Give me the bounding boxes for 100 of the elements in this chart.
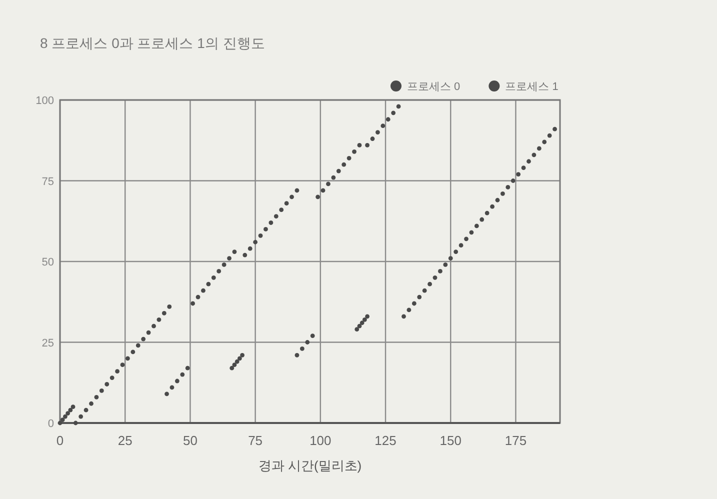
- point: [170, 385, 174, 390]
- point: [320, 188, 326, 193]
- point: [279, 208, 284, 212]
- point: [458, 243, 464, 248]
- point: [84, 408, 88, 412]
- point: [253, 240, 258, 244]
- point: [396, 104, 401, 109]
- point: [336, 168, 341, 174]
- point: [70, 404, 76, 410]
- point: [331, 175, 336, 180]
- x-tick-label: 25: [118, 433, 132, 448]
- point: [376, 130, 380, 134]
- y-tick-label: 50: [42, 256, 54, 268]
- point: [60, 418, 65, 422]
- point: [294, 352, 300, 358]
- point: [352, 149, 356, 154]
- point: [300, 346, 304, 351]
- point: [290, 194, 294, 200]
- x-axis-title: 경과 시간(밀리초): [258, 458, 362, 473]
- point: [190, 301, 196, 306]
- point: [99, 388, 104, 393]
- point: [370, 136, 375, 141]
- point: [115, 369, 120, 374]
- point: [510, 178, 516, 183]
- point: [386, 117, 390, 122]
- x-tick-label: 0: [56, 433, 64, 448]
- point: [120, 362, 125, 368]
- point: [201, 288, 206, 293]
- point: [240, 352, 244, 358]
- point: [428, 282, 432, 286]
- point: [495, 198, 500, 202]
- point: [78, 414, 84, 419]
- point: [130, 350, 136, 354]
- point: [196, 294, 200, 300]
- point: [156, 317, 162, 322]
- x-tick-label: 100: [310, 433, 332, 448]
- point: [162, 310, 166, 316]
- legend-label: 프로세스 0: [407, 81, 460, 93]
- point: [438, 268, 442, 274]
- point: [146, 330, 151, 335]
- point: [110, 376, 114, 380]
- point: [185, 366, 190, 370]
- point: [365, 143, 370, 148]
- point: [141, 336, 146, 342]
- point: [357, 143, 362, 148]
- point: [432, 275, 438, 280]
- point: [63, 414, 68, 419]
- y-tick-label: 100: [36, 95, 54, 107]
- point: [532, 152, 536, 158]
- x-tick-label: 50: [182, 433, 198, 448]
- point: [490, 204, 494, 209]
- y-tick-label: 0: [48, 418, 54, 430]
- point: [237, 356, 242, 361]
- point: [274, 214, 278, 218]
- point: [521, 166, 526, 170]
- point: [152, 324, 156, 328]
- point: [516, 172, 521, 176]
- point: [547, 133, 552, 138]
- point: [354, 327, 360, 332]
- point: [448, 256, 453, 260]
- x-tick-label: 150: [440, 433, 462, 448]
- point: [230, 366, 234, 370]
- point: [391, 110, 396, 116]
- point: [360, 320, 364, 326]
- point: [480, 217, 484, 222]
- point: [552, 126, 557, 132]
- point: [242, 252, 248, 258]
- point: [68, 408, 73, 412]
- point: [346, 156, 352, 160]
- point: [474, 224, 479, 228]
- point: [342, 162, 346, 167]
- point: [264, 227, 268, 232]
- chart-title: 8 프로세스 0과 프로세스 1의 진행도: [40, 35, 265, 51]
- point: [126, 356, 130, 361]
- point: [443, 262, 448, 267]
- point: [542, 140, 547, 144]
- point: [417, 294, 422, 300]
- point: [406, 308, 412, 312]
- point: [422, 288, 427, 293]
- point: [136, 343, 140, 348]
- point: [258, 233, 263, 238]
- point: [222, 262, 226, 267]
- point: [58, 420, 62, 426]
- point: [454, 250, 458, 254]
- point: [268, 220, 274, 225]
- point: [294, 188, 300, 193]
- point: [232, 362, 237, 368]
- point: [316, 194, 320, 200]
- point: [365, 314, 370, 319]
- x-tick-label: 175: [504, 433, 527, 448]
- point: [206, 282, 211, 286]
- x-tick-label: 75: [248, 433, 263, 448]
- point: [412, 301, 416, 306]
- point: [469, 230, 474, 235]
- point: [94, 394, 99, 400]
- point: [211, 275, 216, 280]
- point: [216, 268, 222, 274]
- point: [73, 420, 78, 426]
- point: [167, 304, 172, 309]
- point: [357, 324, 362, 328]
